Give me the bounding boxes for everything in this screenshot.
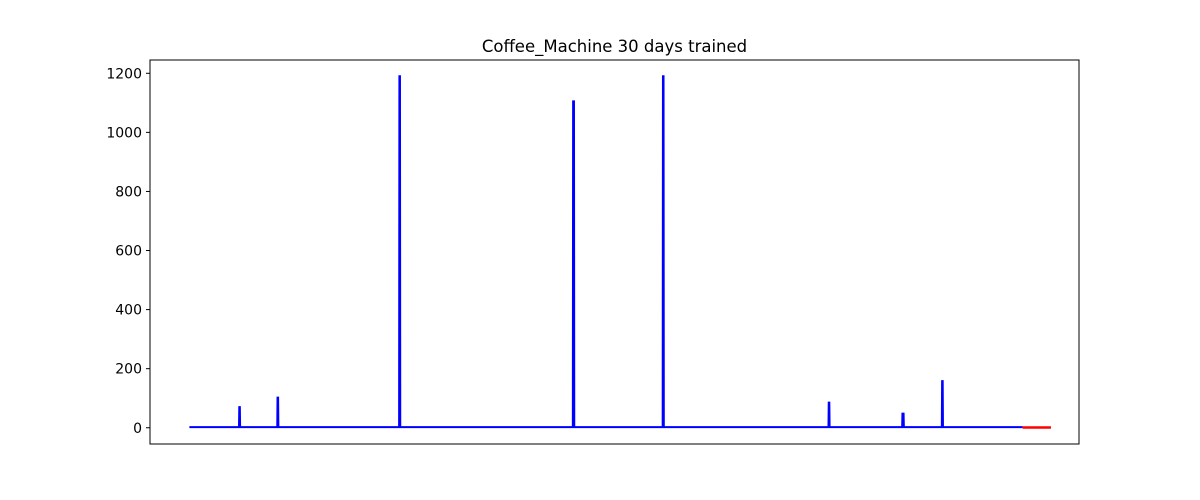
plot-frame xyxy=(149,59,1080,445)
y-tick-label: 1200 xyxy=(106,66,142,82)
y-tick-label: 600 xyxy=(115,244,142,260)
y-axis: 0 200 400 600 800 1000 1200 xyxy=(106,66,150,437)
y-tick-label: 1000 xyxy=(106,125,142,141)
series-line-0 xyxy=(189,75,1023,429)
y-tick-label: 800 xyxy=(115,184,142,200)
y-tick-label: 200 xyxy=(115,362,142,378)
y-tick-label: 0 xyxy=(133,421,142,437)
chart-title: Coffee_Machine 30 days trained xyxy=(482,37,747,57)
series-layer xyxy=(189,75,1051,429)
y-tick-label: 400 xyxy=(115,303,142,319)
